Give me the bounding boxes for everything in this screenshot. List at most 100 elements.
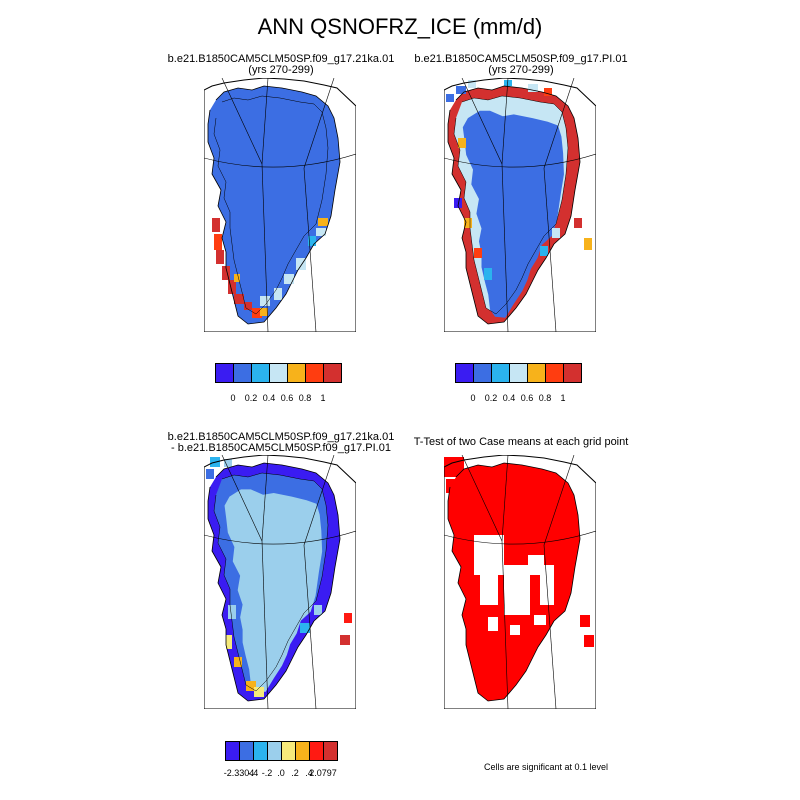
colorbar-tick-label: 0 xyxy=(470,393,476,403)
coastline-inner xyxy=(453,95,569,315)
nonsignificant-gap xyxy=(480,575,498,605)
parallel-line xyxy=(204,530,356,545)
panel2-title-line1: b.e21.B1850CAM5CLM50SP.f09_g17.PI.01 xyxy=(414,53,628,65)
parallel-line xyxy=(204,153,356,168)
grid-cell xyxy=(222,266,230,280)
colorbar-box xyxy=(267,741,282,761)
colorbar-box xyxy=(545,363,564,383)
panel4-title: T-Test of two Case means at each grid po… xyxy=(413,436,629,448)
meridian-line xyxy=(261,163,269,332)
grid-cell xyxy=(296,258,306,270)
colorbar-box xyxy=(287,363,306,383)
parallel-line xyxy=(444,530,596,545)
grid-cell xyxy=(314,605,322,615)
panel3-colorbar-ticks: -2.3304 -.4 -.2 .0 .2 .4 2.0797 xyxy=(223,768,337,780)
grid-cell xyxy=(552,228,560,238)
nonsignificant-gap xyxy=(504,565,530,615)
grid-cell xyxy=(456,86,466,94)
colorbar-tick-label: -2.3304 xyxy=(223,768,255,778)
grid-cell xyxy=(234,294,244,304)
panel1-colorbar-ticks: 0 0.2 0.4 0.6 0.8 1 xyxy=(215,393,345,405)
grid-cell xyxy=(540,246,548,256)
panel4-significance-note: Cells are significant at 0.1 level xyxy=(483,762,609,772)
coastline xyxy=(207,462,341,702)
colorbar-tick-label: 0.4 xyxy=(502,393,516,403)
panel3-colorbar xyxy=(225,741,338,761)
map-frame xyxy=(444,78,596,332)
coastline xyxy=(447,85,581,325)
grid-cell xyxy=(340,635,350,645)
panel1-title-line1: b.e21.B1850CAM5CLM50SP.f09_g17.21ka.01 xyxy=(167,53,395,65)
grid-cell xyxy=(260,296,270,306)
grid-cell xyxy=(544,88,552,96)
meridian-line xyxy=(261,540,269,709)
meridian-line xyxy=(501,455,509,542)
colorbar-tick-label: 0.2 xyxy=(244,393,258,403)
grid-cell xyxy=(574,218,582,228)
ice-sheet-interior xyxy=(224,489,323,692)
panel3-map xyxy=(204,455,356,709)
colorbar-box xyxy=(251,363,270,383)
meridian-line xyxy=(461,455,503,542)
colorbar-box xyxy=(527,363,546,383)
grid-cell xyxy=(224,459,232,467)
panel4-map xyxy=(444,455,596,709)
grid-cell xyxy=(260,308,268,316)
grid-cell xyxy=(344,613,352,623)
panel3-title-line2: - b.e21.B1850CAM5CLM50SP.f09_g17.PI.01 xyxy=(171,442,391,454)
meridian-line xyxy=(461,78,503,165)
panel1-title-line2: (yrs 270-299) xyxy=(248,64,314,76)
meridian-line xyxy=(303,544,317,709)
colorbar-tick-label: 0.2 xyxy=(484,393,498,403)
parallel-line xyxy=(444,153,596,168)
grid-cell xyxy=(244,302,252,310)
colorbar-box xyxy=(563,363,582,383)
grid-cell xyxy=(234,274,240,282)
significant-cell xyxy=(444,457,464,477)
colorbar-box xyxy=(225,741,240,761)
nonsignificant-gap xyxy=(488,617,498,631)
colorbar-box xyxy=(281,741,296,761)
grid-cell xyxy=(584,238,592,250)
colorbar-box xyxy=(309,741,324,761)
panel2-title-line2: (yrs 270-299) xyxy=(488,64,554,76)
map-frame xyxy=(204,78,356,332)
grid-cell xyxy=(316,228,326,236)
colorbar-tick-label: -.4 xyxy=(247,768,259,778)
panel1-colorbar xyxy=(215,363,342,383)
colorbar-box xyxy=(509,363,528,383)
panel2-map xyxy=(444,78,596,332)
colorbar-box xyxy=(269,363,288,383)
colorbar-tick-label: .2 xyxy=(291,768,299,778)
grid-cell xyxy=(318,218,328,226)
colorbar-tick-label: 1 xyxy=(560,393,566,403)
map-frame xyxy=(444,455,596,709)
coastline xyxy=(447,462,581,702)
meridian-line xyxy=(303,167,317,332)
grid-cell xyxy=(206,469,214,479)
colorbar-box xyxy=(491,363,510,383)
figure-title: ANN QSNOFRZ_ICE (mm/d) xyxy=(257,14,543,39)
colorbar-box xyxy=(323,363,342,383)
ice-sheet-interior xyxy=(462,110,564,318)
grid-cell xyxy=(228,280,236,294)
colorbar-tick-label: .4 xyxy=(305,768,313,778)
colorbar-tick-label: 2.0797 xyxy=(309,768,337,778)
nonsignificant-gap xyxy=(474,535,504,575)
ice-sheet-fill xyxy=(208,86,340,324)
significant-cell xyxy=(446,479,456,493)
grid-cell xyxy=(274,288,282,300)
meridian-line xyxy=(543,78,575,169)
colorbar-tick-label: 0.6 xyxy=(280,393,294,403)
grid-cell xyxy=(484,268,492,280)
colorbar-tick-label: 0 xyxy=(230,393,236,403)
colorbar-box xyxy=(305,363,324,383)
grid-cell xyxy=(226,635,232,649)
grid-cell xyxy=(464,218,472,228)
grid-cell xyxy=(446,94,454,102)
meridian-line xyxy=(221,455,263,542)
colorbar-box xyxy=(323,741,338,761)
meridian-line xyxy=(543,544,557,709)
meridian-line xyxy=(261,455,269,542)
colorbar-box xyxy=(239,741,254,761)
